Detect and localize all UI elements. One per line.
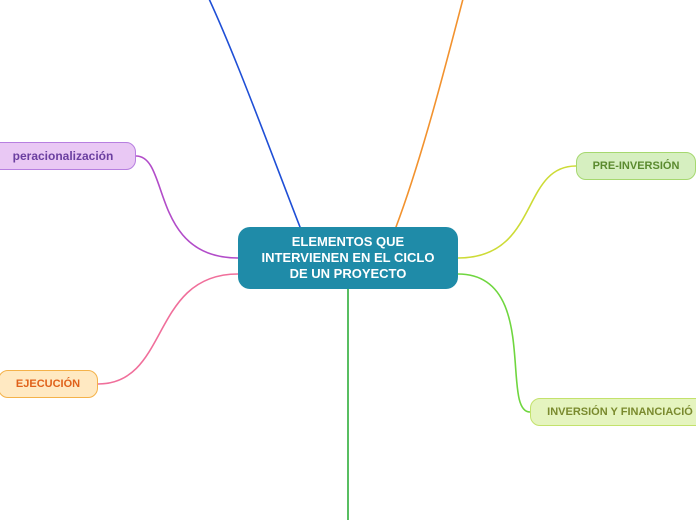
leaf-node-ejecucion[interactable]: EJECUCIÓN: [0, 370, 98, 398]
mindmap-canvas: ELEMENTOS QUE INTERVIENEN EN EL CICLO DE…: [0, 0, 696, 520]
leaf-node-inversion-financiacion[interactable]: INVERSIÓN Y FINANCIACIÓ: [530, 398, 696, 426]
leaf-node-pre-inversion[interactable]: PRE-INVERSIÓN: [576, 152, 696, 180]
center-node[interactable]: ELEMENTOS QUE INTERVIENEN EN EL CICLO DE…: [238, 227, 458, 289]
leaf-node-operacionalizacion[interactable]: peracionalización: [0, 142, 136, 170]
